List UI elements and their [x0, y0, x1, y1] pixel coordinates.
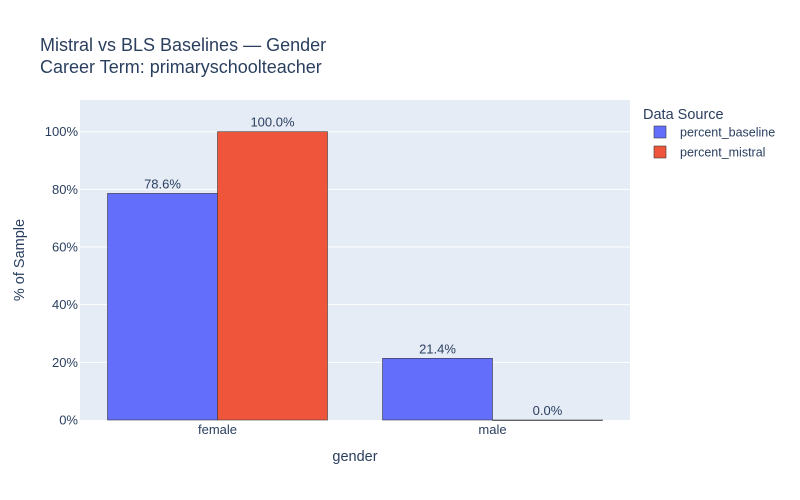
data-label-percent_baseline-male: 21.4%: [419, 341, 456, 356]
y-tick-label: 60%: [52, 240, 78, 255]
y-tick-label: 40%: [52, 297, 78, 312]
y-tick-label: 0%: [59, 413, 78, 428]
bar-percent_baseline-female: [107, 193, 218, 421]
legend-swatch-percent_baseline[interactable]: [653, 125, 667, 139]
chart-title: Mistral vs BLS Baselines — Gender: [40, 35, 326, 55]
chart-subtitle: Career Term: primaryschoolteacher: [40, 57, 322, 77]
bars: [107, 131, 603, 421]
y-axis-title: % of Sample: [12, 219, 28, 301]
legend-title: Data Source: [643, 107, 724, 123]
legend-label-percent_baseline[interactable]: percent_baseline: [680, 126, 775, 140]
y-axis-ticks: 0% 20% 40% 60% 80% 100%: [45, 124, 79, 427]
bar-percent_mistral-male: [492, 419, 603, 421]
legend-label-percent_mistral[interactable]: percent_mistral: [680, 146, 765, 160]
x-axis-title: gender: [332, 449, 377, 465]
bar-percent_mistral-female: [217, 131, 328, 421]
data-labels: 78.6% 100.0% 21.4% 0.0%: [144, 115, 563, 418]
x-tick-label-female: female: [198, 422, 237, 437]
y-tick-label: 100%: [45, 124, 79, 139]
data-label-percent_mistral-male: 0.0%: [533, 403, 563, 418]
y-tick-label: 20%: [52, 355, 78, 370]
bar-percent_baseline-male: [382, 358, 493, 421]
data-label-percent_mistral-female: 100.0%: [250, 115, 295, 130]
y-tick-label: 80%: [52, 182, 78, 197]
x-tick-label-male: male: [478, 422, 506, 437]
legend-swatch-percent_mistral[interactable]: [653, 145, 667, 159]
legend: Data Source percent_baseline percent_mist…: [643, 107, 775, 160]
data-label-percent_baseline-female: 78.6%: [144, 176, 181, 191]
x-axis-ticks: female male: [198, 422, 507, 437]
